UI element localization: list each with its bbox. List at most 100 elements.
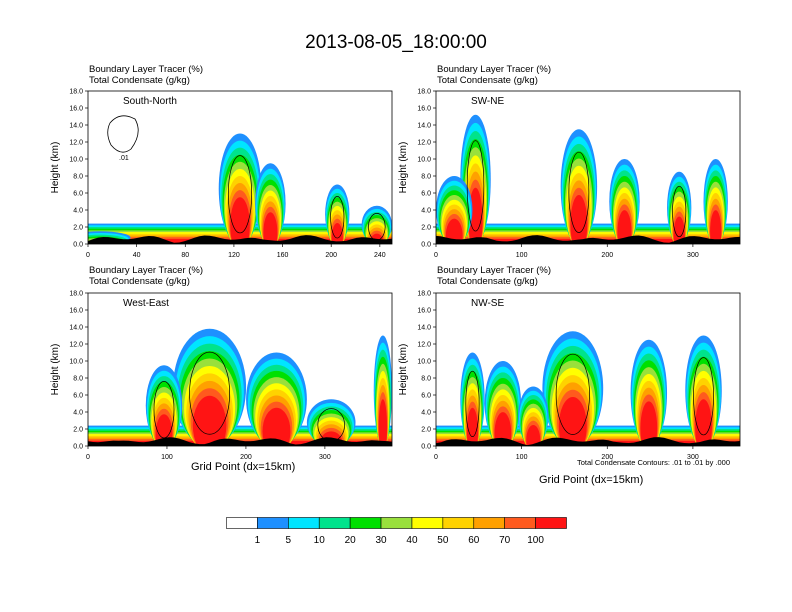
x-tick-label: 300: [687, 252, 699, 259]
y-axis-label: Height (km): [50, 344, 61, 396]
shaded-field: [436, 331, 740, 446]
x-tick-label: 240: [374, 252, 386, 259]
contour-label: .01: [119, 155, 129, 162]
y-tick-label: 2.0: [421, 225, 431, 232]
y-tick-label: 6.0: [421, 191, 431, 198]
shaded-field: .01: [84, 115, 392, 253]
y-tick-label: 12.0: [69, 140, 83, 147]
panel-title-line1: Boundary Layer Tracer (%): [89, 265, 204, 276]
panel-label: South-North: [123, 96, 177, 107]
colorbar-label: 20: [344, 535, 356, 546]
y-tick-label: 18.0: [69, 89, 83, 96]
condensate-contour: [189, 351, 231, 435]
y-tick-label: 4.0: [421, 410, 431, 417]
colorbar-label: 60: [468, 535, 480, 546]
panel-2: West-East 0.0 2.0 4.0 6.0 8.0 10.0 12.0 14.0 16.0…: [50, 291, 393, 461]
panel-title-line2: Total Condensate (g/kg): [89, 276, 190, 287]
colorbar: [226, 517, 567, 529]
colorbar-label: 5: [285, 535, 292, 546]
y-tick-label: 4.0: [73, 208, 83, 215]
y-axis-label: Height (km): [398, 344, 409, 396]
y-tick-label: 18.0: [69, 291, 83, 298]
colorbar-swatch: [504, 517, 536, 529]
plume-level: [494, 412, 512, 446]
y-tick-label: 14.0: [417, 123, 431, 130]
x-tick-label: 160: [277, 252, 289, 259]
y-tick-label: 8.0: [421, 174, 431, 181]
y-tick-label: 14.0: [417, 325, 431, 332]
panel-title-line2: Total Condensate (g/kg): [89, 75, 190, 86]
y-tick-label: 18.0: [417, 89, 431, 96]
x-tick-label: 100: [161, 454, 173, 461]
colorbar-swatch: [535, 517, 567, 529]
panel-3: NW-SE 0.0 2.0 4.0 6.0 8.0 10.0 12.0 14.0 16.0 18.0…: [398, 291, 741, 461]
colorbar-label: 70: [499, 535, 511, 546]
plot-frame: [87, 292, 393, 447]
plume-level: [263, 212, 278, 244]
colorbar-swatch: [257, 517, 289, 529]
y-tick-label: 0.0: [73, 242, 83, 249]
y-tick-label: 6.0: [421, 393, 431, 400]
y-tick-label: 6.0: [73, 393, 83, 400]
y-tick-label: 12.0: [417, 342, 431, 349]
y-tick-label: 0.0: [73, 444, 83, 451]
x-axis-label-nwse: Grid Point (dx=15km): [539, 474, 644, 486]
plume-level: [84, 245, 116, 252]
shaded-field: [88, 328, 392, 446]
condensate-contour: [330, 196, 345, 239]
colorbar-label: 30: [375, 535, 387, 546]
y-tick-label: 16.0: [69, 106, 83, 113]
plot-frame: [435, 90, 741, 245]
condensate-contour: [465, 370, 480, 437]
condensate-contour: [153, 381, 175, 439]
plume-level: [230, 197, 250, 244]
colorbar-label: 100: [527, 535, 544, 546]
y-tick-label: 10.0: [417, 157, 431, 164]
y-tick-label: 14.0: [69, 325, 83, 332]
terrain: [436, 235, 740, 244]
y-tick-label: 16.0: [69, 308, 83, 315]
x-tick-label: 300: [319, 454, 331, 461]
y-axis-label: Height (km): [398, 142, 409, 194]
colorbar-label: 40: [406, 535, 418, 546]
plume-level: [378, 399, 388, 446]
contour-note: Total Condensate Contours: .01 to .01 by…: [577, 458, 731, 467]
colorbar-swatch: [318, 517, 351, 529]
y-tick-label: 12.0: [417, 140, 431, 147]
plume-level: [445, 218, 463, 244]
y-axis-label: Height (km): [50, 142, 61, 194]
y-tick-label: 6.0: [73, 191, 83, 198]
plume-level: [570, 195, 588, 244]
y-tick-label: 8.0: [73, 174, 83, 181]
condensate-contour: [555, 353, 590, 435]
colorbar-swatch: [411, 517, 444, 529]
panel-title-sn: Boundary Layer Tracer (%) Total Condensa…: [89, 64, 203, 86]
y-tick-label: 10.0: [417, 359, 431, 366]
y-tick-label: 4.0: [73, 410, 83, 417]
condensate-contour: [368, 213, 386, 241]
plume-level: [526, 424, 541, 446]
condensate-contour: [693, 357, 714, 436]
plume-level: [640, 401, 658, 446]
x-tick-label: 200: [325, 252, 337, 259]
y-tick-label: 0.0: [421, 242, 431, 249]
condensate-contour: [227, 155, 253, 234]
x-tick-label: 80: [181, 252, 189, 259]
y-tick-label: 18.0: [417, 291, 431, 298]
plume-level: [468, 187, 483, 244]
y-tick-label: 8.0: [421, 376, 431, 383]
panel-0: .01 South-North 0.0 2.0 4.0 6.0 8.0 10.0 12.0 14.…: [50, 89, 393, 259]
plume-level: [86, 247, 114, 253]
panel-title-line2: Total Condensate (g/kg): [437, 75, 538, 86]
terrain: [436, 437, 740, 446]
condensate-contour: [466, 140, 485, 232]
main-title: 2013-08-05_18:00:00: [305, 32, 487, 53]
condensate-contour: [672, 185, 687, 238]
plume-level: [466, 407, 479, 446]
colorbar-swatch: [473, 517, 505, 529]
plume-level: [673, 216, 685, 244]
panel-title-line2: Total Condensate (g/kg): [437, 276, 538, 287]
x-tick-label: 200: [240, 454, 252, 461]
panel-title-line1: Boundary Layer Tracer (%): [89, 64, 204, 75]
